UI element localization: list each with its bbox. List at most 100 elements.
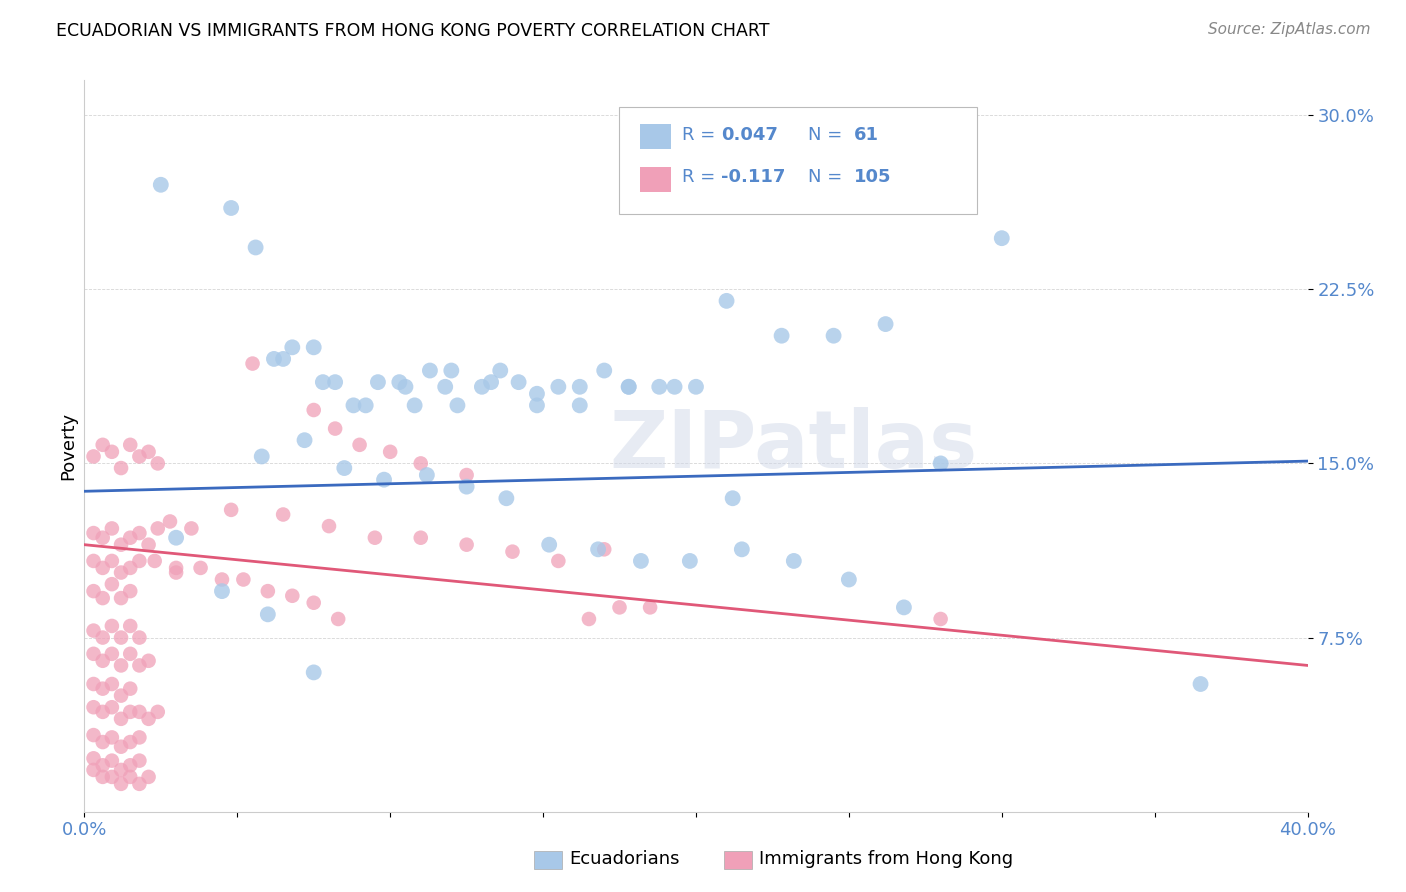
Point <box>83 526 105 541</box>
Point <box>456 480 478 494</box>
Point <box>367 375 389 389</box>
Point <box>101 647 124 661</box>
Point <box>128 631 150 645</box>
Point <box>128 777 150 791</box>
Text: Ecuadorians: Ecuadorians <box>569 850 681 868</box>
Point <box>294 433 316 447</box>
Text: N =: N = <box>808 126 848 144</box>
Y-axis label: Poverty: Poverty <box>59 412 77 480</box>
Point <box>617 380 640 394</box>
Text: Immigrants from Hong Kong: Immigrants from Hong Kong <box>759 850 1014 868</box>
Point <box>110 712 132 726</box>
Point <box>83 751 105 765</box>
Point <box>149 178 172 192</box>
Point <box>91 770 114 784</box>
Point <box>120 770 142 784</box>
Point <box>83 624 105 638</box>
Point <box>211 584 233 599</box>
Point <box>91 561 114 575</box>
Point <box>143 554 166 568</box>
Point <box>146 521 169 535</box>
Point <box>770 328 793 343</box>
Point <box>419 363 441 377</box>
Point <box>568 380 591 394</box>
Point <box>165 561 187 575</box>
Point <box>271 351 294 366</box>
Point <box>1189 677 1212 691</box>
Point <box>120 619 142 633</box>
Point <box>101 700 124 714</box>
Point <box>302 596 325 610</box>
Point <box>120 647 142 661</box>
Point <box>128 731 150 745</box>
Point <box>547 380 569 394</box>
Point <box>120 531 142 545</box>
Text: 105: 105 <box>853 168 891 186</box>
Point <box>394 380 416 394</box>
Point <box>120 561 142 575</box>
Point <box>991 231 1014 245</box>
Point <box>586 542 609 557</box>
Point <box>101 521 124 535</box>
Point <box>128 754 150 768</box>
Point <box>232 573 254 587</box>
Point <box>120 681 142 696</box>
Point <box>83 728 105 742</box>
Point <box>721 491 744 506</box>
Point <box>250 450 273 464</box>
Point <box>409 531 432 545</box>
Point <box>128 554 150 568</box>
Point <box>91 438 114 452</box>
Text: 61: 61 <box>853 126 879 144</box>
Point <box>128 705 150 719</box>
Point <box>648 380 671 394</box>
Point <box>547 554 569 568</box>
Point <box>609 600 631 615</box>
Point <box>128 658 150 673</box>
Point <box>83 554 105 568</box>
Point <box>138 445 160 459</box>
Point <box>91 705 114 719</box>
Point <box>146 457 169 471</box>
Point <box>593 363 616 377</box>
Point <box>404 398 426 412</box>
Point <box>101 731 124 745</box>
Point <box>416 468 439 483</box>
Point <box>120 735 142 749</box>
Point <box>593 542 616 557</box>
Point <box>495 491 517 506</box>
Point <box>716 293 738 308</box>
Point <box>502 544 524 558</box>
Point <box>138 712 160 726</box>
Point <box>110 631 132 645</box>
Point <box>91 758 114 772</box>
Point <box>349 438 371 452</box>
Point <box>180 521 202 535</box>
Text: Source: ZipAtlas.com: Source: ZipAtlas.com <box>1208 22 1371 37</box>
Point <box>242 357 264 371</box>
Point <box>409 457 432 471</box>
Point <box>190 561 212 575</box>
Point <box>323 421 346 435</box>
Point <box>538 538 561 552</box>
Point <box>101 770 124 784</box>
Point <box>838 573 860 587</box>
Point <box>929 612 952 626</box>
Point <box>526 386 548 401</box>
Point <box>281 340 304 354</box>
Point <box>638 600 661 615</box>
Point <box>245 240 267 254</box>
Point <box>302 340 325 354</box>
Point <box>434 380 457 394</box>
Point <box>110 538 132 552</box>
Point <box>823 328 845 343</box>
Point <box>875 317 897 331</box>
Text: ZIPatlas: ZIPatlas <box>610 407 979 485</box>
Point <box>664 380 686 394</box>
Point <box>110 461 132 475</box>
Point <box>101 445 124 459</box>
Point <box>91 735 114 749</box>
Point <box>165 531 187 545</box>
Point <box>783 554 806 568</box>
Point <box>101 554 124 568</box>
